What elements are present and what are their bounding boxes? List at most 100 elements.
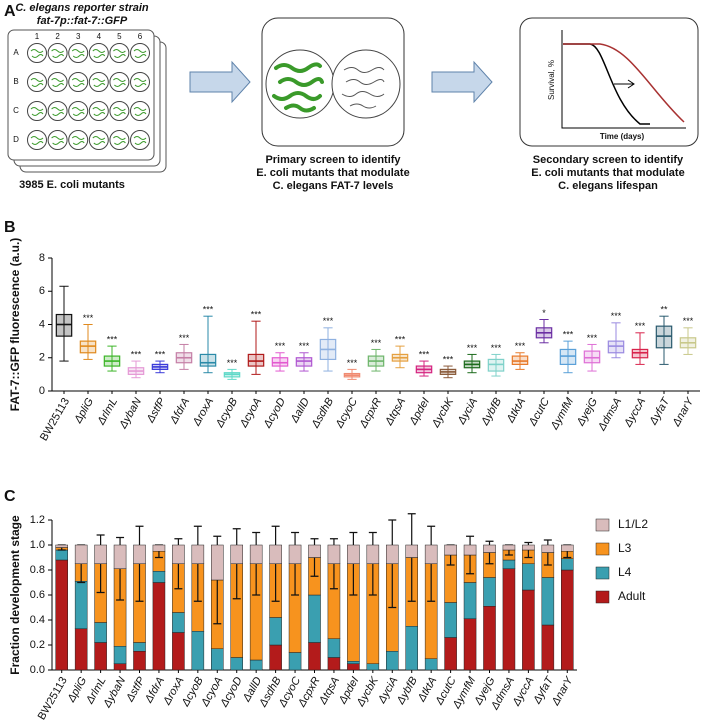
significance: *** [251,310,262,320]
bar-segment [308,544,321,558]
legend-swatch [595,518,610,532]
legend-label: Adult [618,589,646,603]
significance: *** [443,354,454,364]
well [88,72,109,92]
bar-segment [386,544,399,564]
significance: *** [395,334,406,344]
plate-column-label: 3 [76,32,81,41]
well-worm [113,107,126,116]
significance: ** [660,305,668,315]
significance: *** [371,338,382,348]
x-tick-label: ΔstfP [144,395,168,425]
well-worm [92,136,106,145]
bar-segment [405,626,419,671]
significance: *** [299,341,310,351]
box [199,353,217,367]
plate-column-label: 2 [55,32,60,41]
x-tick-label: ΔallD [288,396,312,426]
y-tick-label: 0.4 [30,614,45,626]
well [68,72,89,92]
well-worm [51,49,65,58]
bar-segment [366,544,380,564]
primary-caption: E. coli mutants that modulate [256,167,409,179]
bar-segment [522,563,535,591]
x-tick-label: ΔybaN [117,396,144,432]
plate-row-label: A [13,48,19,57]
bar-segment [191,631,205,671]
arrow [189,60,251,104]
secondary-caption: C. elegans lifespan [558,180,658,192]
bar-segment [94,622,107,643]
bar-segment [502,559,516,569]
bar-segment [561,569,574,671]
y-tick-label: 6 [39,285,45,297]
primary-caption: Primary screen to identify [265,154,401,166]
well-worm [113,49,126,58]
x-tick-label: ΔdmsA [595,396,624,434]
secondary-caption: E. coli mutants that modulate [531,167,684,179]
x-tick-label: ΔcutC [526,396,552,429]
x-tick-label: ΔcyoD [261,396,288,431]
y-tick-label: 1.2 [30,514,45,526]
bar-segment [483,606,496,671]
well [27,43,47,63]
bar-segment [94,642,107,671]
significance: *** [155,349,166,359]
legend-swatch [595,566,610,580]
bar-segment [347,661,360,664]
significance: *** [491,343,502,353]
x-tick-label: BW25113 [38,396,72,443]
primary-caption: C. elegans FAT-7 levels [273,180,394,192]
plate-subtitle: fat-7p::fat-7::GFP [37,15,128,27]
well [68,43,89,63]
bar-segment [288,544,302,564]
bar-segment [483,577,496,607]
y-tick-label: 0.0 [30,664,45,676]
box [79,340,97,354]
y-tick-label: 0.2 [30,639,45,651]
significance: *** [347,358,358,368]
bar-segment [269,644,282,671]
well-worm [30,136,44,145]
bar-segment [74,544,88,564]
plate-row-label: B [13,77,18,86]
bar-segment [444,602,457,638]
significance: *** [323,316,334,326]
bar-segment [249,659,263,671]
bar-segment [327,544,341,564]
plate-row-label: D [13,135,19,144]
bar-segment [327,638,341,658]
plate-column-label: 5 [117,32,122,41]
x-tick-label: ΔroxA [190,396,216,429]
well [130,43,150,63]
shift-arrow [614,79,635,89]
plate-row-label: C [13,106,19,115]
well-worm [113,136,126,145]
bar-segment [74,628,88,671]
bar-segment [561,544,574,552]
significance: *** [515,341,526,351]
significance: * [542,308,546,318]
bar-segment [133,642,146,652]
box [655,325,673,349]
well [88,43,109,63]
bar-segment [288,652,302,671]
bar-segment [541,624,555,671]
bar-segment [152,582,166,671]
bar-segment [230,544,243,564]
x-tick-label: ΔyejG [574,396,600,429]
significance: *** [683,316,694,326]
bar-segment [541,544,555,553]
well-worm [133,107,147,116]
bar-segment [424,544,438,564]
bar-segment [55,544,68,548]
well-worm [133,78,147,87]
bar-segment [172,632,185,671]
box [295,357,313,367]
well [109,130,130,150]
well-worm [30,78,44,87]
well [130,130,150,150]
y-tick-label: 0.6 [30,589,45,601]
bar-segment [463,618,477,671]
well-worm [71,49,85,58]
